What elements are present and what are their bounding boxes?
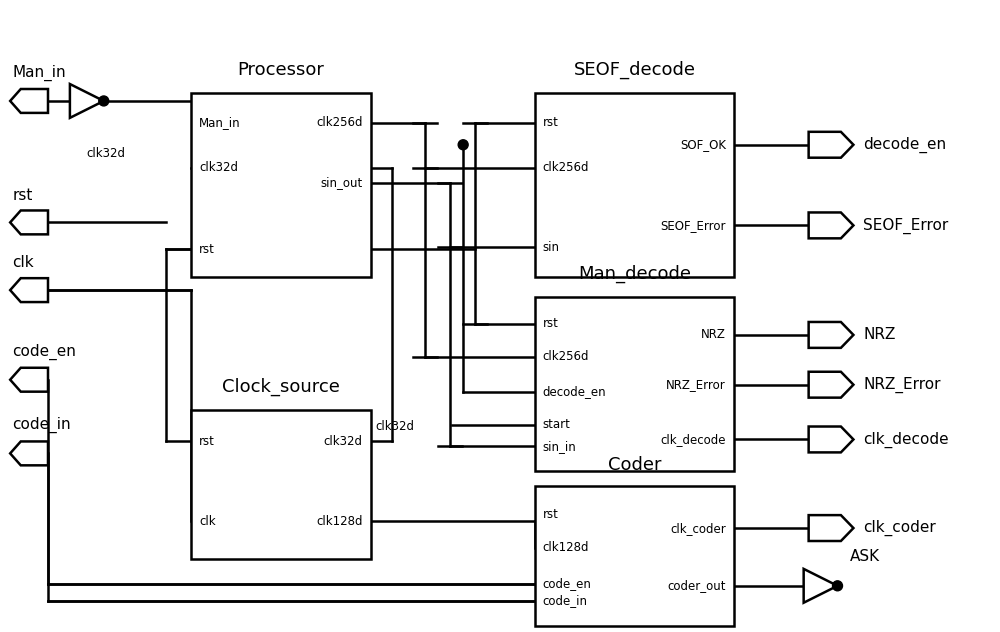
Text: start: start xyxy=(543,418,571,431)
Circle shape xyxy=(458,140,468,150)
Text: Man_decode: Man_decode xyxy=(578,265,691,283)
Text: Coder: Coder xyxy=(608,456,661,474)
Text: rst: rst xyxy=(543,507,559,521)
Polygon shape xyxy=(804,569,838,603)
Text: Man_in: Man_in xyxy=(12,65,66,81)
Text: SEOF_Error: SEOF_Error xyxy=(863,217,949,233)
Text: sin_in: sin_in xyxy=(543,440,577,453)
Text: SOF_OK: SOF_OK xyxy=(680,138,726,151)
Text: clk32d: clk32d xyxy=(199,161,238,174)
Bar xyxy=(191,93,371,277)
Text: clk_coder: clk_coder xyxy=(670,521,726,535)
Polygon shape xyxy=(809,427,853,453)
Polygon shape xyxy=(10,210,48,234)
Text: clk256d: clk256d xyxy=(543,161,589,174)
Text: SEOF_decode: SEOF_decode xyxy=(573,61,695,79)
Text: clk128d: clk128d xyxy=(543,542,589,554)
Text: rst: rst xyxy=(199,435,215,448)
Polygon shape xyxy=(809,515,853,541)
Text: rst: rst xyxy=(199,243,215,256)
Text: code_en: code_en xyxy=(12,344,76,360)
Text: clk32d: clk32d xyxy=(376,420,415,434)
Text: clk_decode: clk_decode xyxy=(863,432,949,447)
Text: SEOF_Error: SEOF_Error xyxy=(661,219,726,232)
Polygon shape xyxy=(10,368,48,392)
Text: ASK: ASK xyxy=(849,549,880,564)
Polygon shape xyxy=(10,89,48,113)
Text: Processor: Processor xyxy=(238,61,324,79)
Circle shape xyxy=(99,96,109,106)
Text: NRZ_Error: NRZ_Error xyxy=(863,377,941,393)
Text: coder_out: coder_out xyxy=(668,580,726,592)
Text: clk256d: clk256d xyxy=(543,350,589,363)
Text: Clock_source: Clock_source xyxy=(222,377,340,396)
Text: clk_coder: clk_coder xyxy=(863,520,936,536)
Text: rst: rst xyxy=(12,188,33,202)
Text: rst: rst xyxy=(543,116,559,130)
Bar xyxy=(535,297,734,471)
Polygon shape xyxy=(10,441,48,465)
Polygon shape xyxy=(70,84,104,118)
Text: clk256d: clk256d xyxy=(316,116,363,130)
Text: code_en: code_en xyxy=(543,577,592,590)
Text: NRZ: NRZ xyxy=(863,327,896,343)
Text: code_in: code_in xyxy=(12,417,71,434)
Text: clk: clk xyxy=(12,255,34,270)
Text: rst: rst xyxy=(543,317,559,331)
Text: clk32d: clk32d xyxy=(87,147,126,160)
Text: clk: clk xyxy=(199,514,216,528)
Text: Man_in: Man_in xyxy=(199,116,241,130)
Text: decode_en: decode_en xyxy=(863,137,947,153)
Text: decode_en: decode_en xyxy=(543,385,606,398)
Polygon shape xyxy=(809,322,853,348)
Bar xyxy=(535,93,734,277)
Polygon shape xyxy=(809,372,853,398)
Text: clk32d: clk32d xyxy=(324,435,363,448)
Text: code_in: code_in xyxy=(543,594,588,607)
Text: sin_out: sin_out xyxy=(320,176,363,189)
Polygon shape xyxy=(809,132,853,158)
Text: clk128d: clk128d xyxy=(316,514,363,528)
Polygon shape xyxy=(10,278,48,302)
Bar xyxy=(191,410,371,559)
Circle shape xyxy=(833,581,842,591)
Text: NRZ_Error: NRZ_Error xyxy=(666,378,726,391)
Text: NRZ: NRZ xyxy=(701,329,726,341)
Bar xyxy=(535,486,734,626)
Text: sin: sin xyxy=(543,241,560,254)
Text: clk_decode: clk_decode xyxy=(661,433,726,446)
Polygon shape xyxy=(809,212,853,238)
